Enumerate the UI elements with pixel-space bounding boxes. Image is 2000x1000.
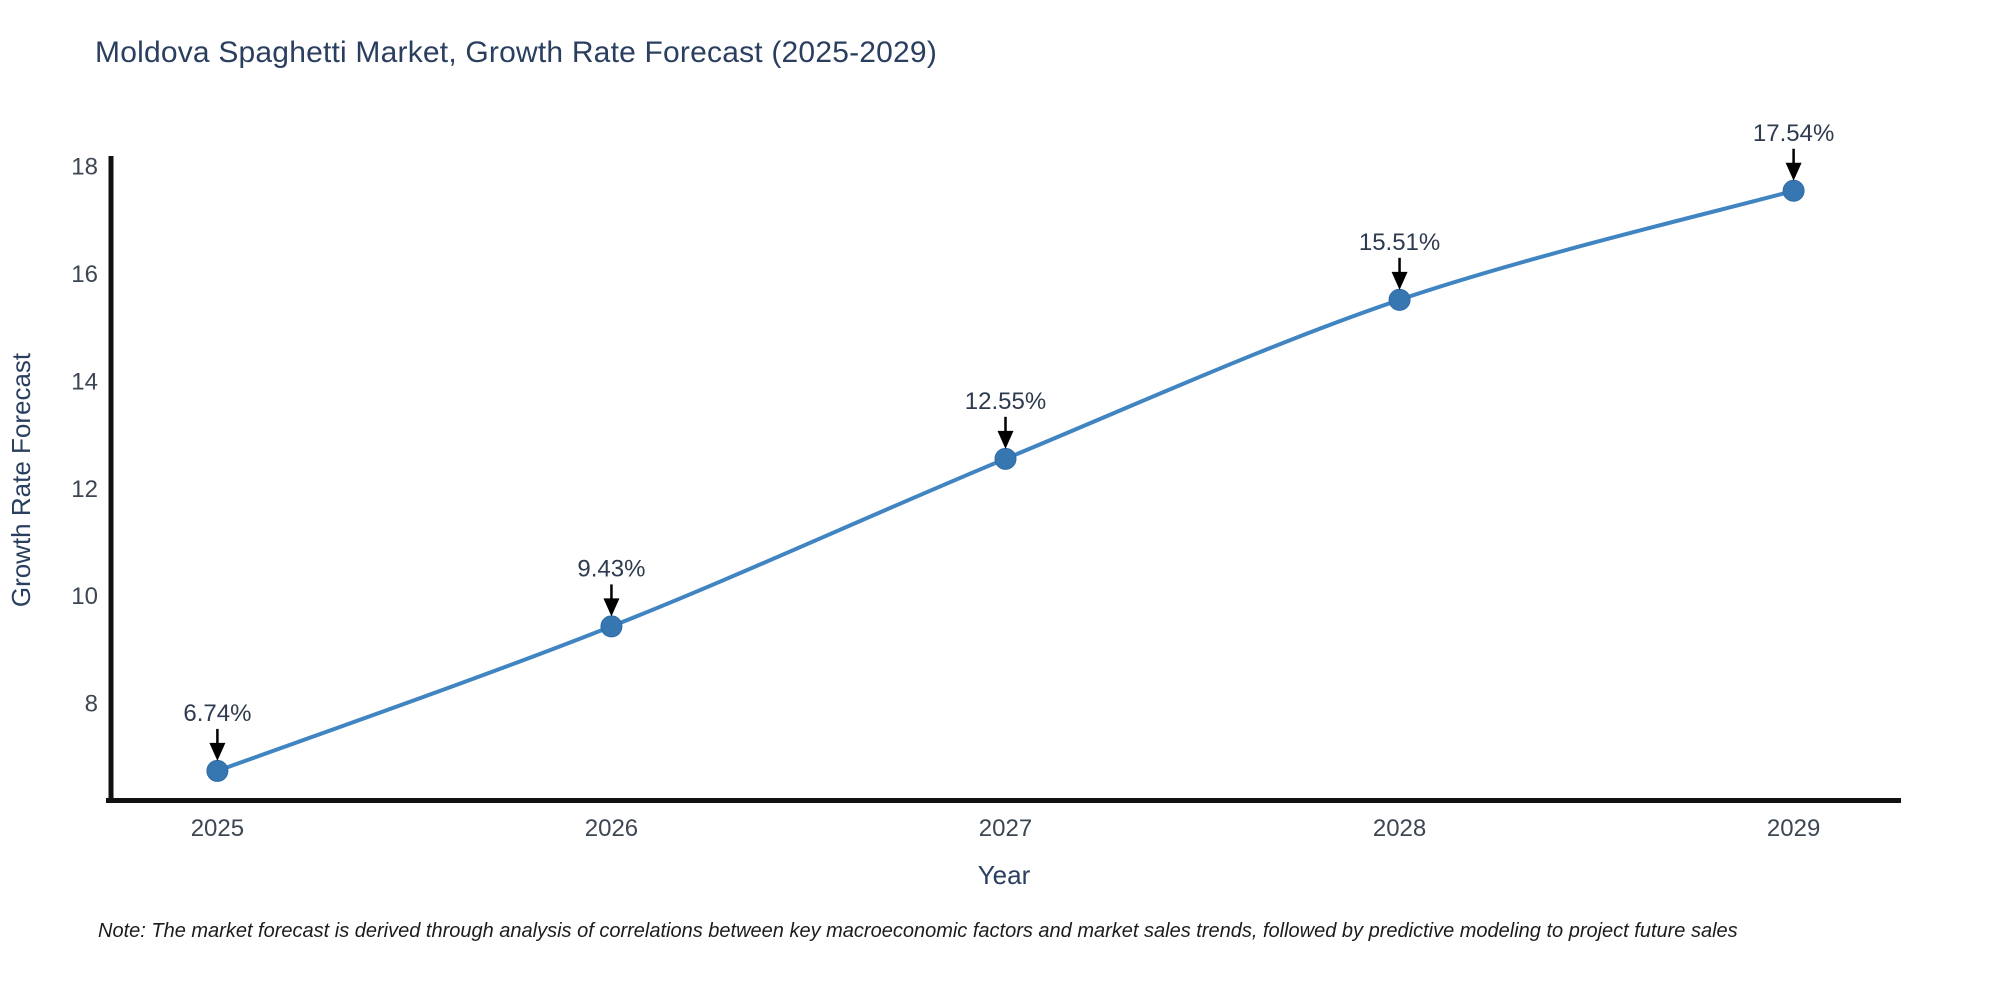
footnote: Note: The market forecast is derived thr… — [98, 920, 1738, 942]
x-tick-label: 2029 — [1767, 815, 1820, 842]
annotations-group: 6.74% 9.43% 12.55% 15.51% 17.54% — [183, 120, 1834, 761]
series-line — [215, 188, 1796, 773]
x-tick-label: 2027 — [979, 815, 1032, 842]
data-point-marker[interactable] — [206, 759, 229, 782]
data-point-marker[interactable] — [1782, 179, 1805, 202]
annotation-arrow-icon — [1391, 271, 1408, 290]
chart-title: Moldova Spaghetti Market, Growth Rate Fo… — [95, 36, 938, 69]
x-axis-title: Year — [978, 860, 1031, 890]
x-tick-label: 2025 — [191, 815, 244, 842]
data-point-label: 6.74% — [183, 700, 251, 727]
y-tick-label: 10 — [71, 583, 98, 610]
data-point-marker[interactable] — [600, 615, 623, 638]
series-group — [206, 179, 1805, 782]
x-axis-ticks: 2025 2026 2027 2028 2029 — [191, 815, 1821, 842]
annotation-arrow-icon — [1785, 162, 1802, 181]
y-tick-label: 18 — [71, 153, 98, 180]
x-tick-label: 2028 — [1373, 815, 1426, 842]
y-tick-label: 14 — [71, 368, 98, 395]
y-tick-label: 12 — [71, 476, 98, 503]
y-tick-label: 8 — [85, 691, 98, 718]
data-point-marker[interactable] — [1388, 288, 1411, 311]
annotation-arrow-icon — [603, 598, 620, 617]
y-axis-title: Growth Rate Forecast — [6, 352, 36, 607]
data-point-label: 12.55% — [965, 388, 1046, 415]
data-point-label: 9.43% — [577, 555, 645, 582]
annotation-arrow-icon — [209, 742, 226, 761]
y-axis-ticks: 8 10 12 14 16 18 — [71, 153, 98, 717]
data-point-label: 17.54% — [1753, 120, 1834, 147]
annotation-arrow-icon — [997, 430, 1014, 449]
x-tick-label: 2026 — [585, 815, 638, 842]
y-tick-label: 16 — [71, 261, 98, 288]
data-point-marker[interactable] — [994, 447, 1017, 470]
data-point-label: 15.51% — [1359, 229, 1440, 256]
